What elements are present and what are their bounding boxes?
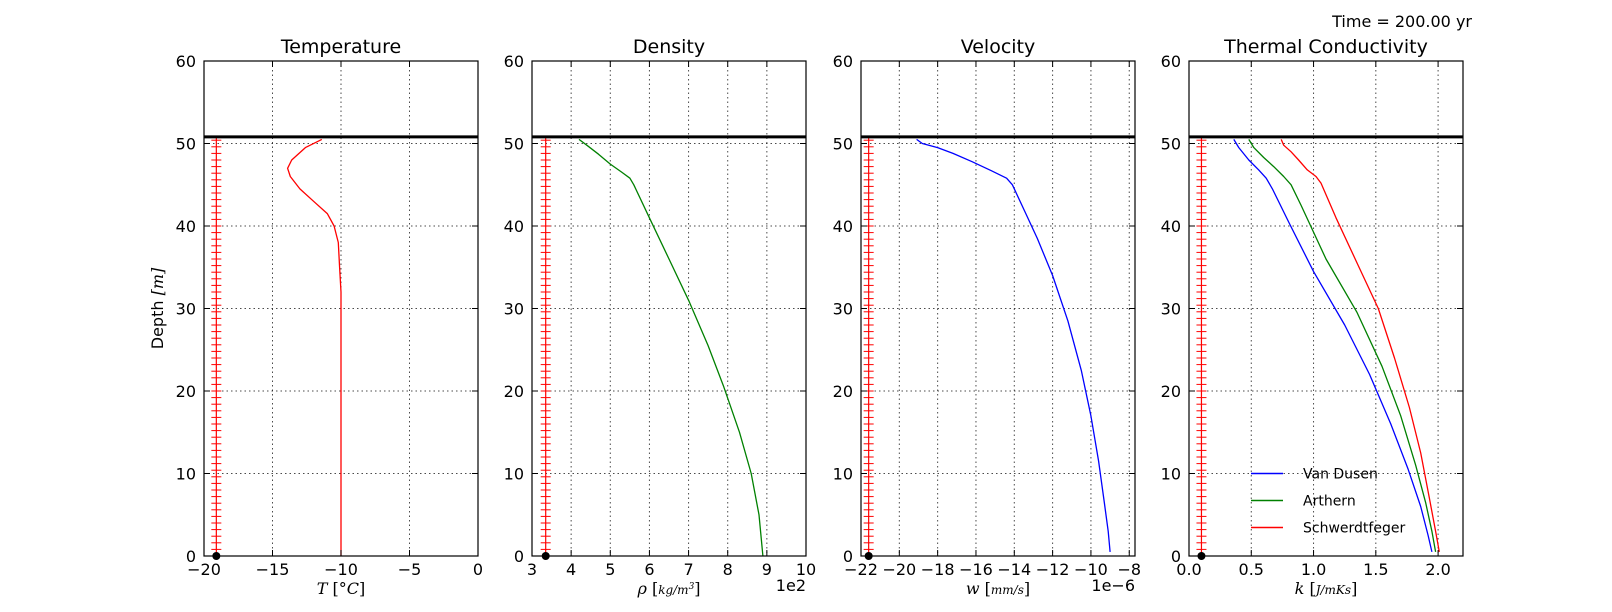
- x-axis-multiplier: 1e−6: [1091, 576, 1135, 595]
- legend-label: Schwerdtfeger: [1303, 521, 1405, 537]
- y-tick-label: 60: [833, 52, 853, 71]
- x-axis-label: w [mm/s]: [966, 579, 1030, 598]
- velocity-panel: −22 −20 −18 −16 −14 −12 −10 −8 0 10 20 30 40 50 60 Velo…: [833, 36, 1141, 598]
- y-tick-label: 20: [833, 382, 853, 401]
- x-tick-label: −5: [398, 560, 422, 579]
- y-tick-label: 10: [504, 465, 524, 484]
- y-tick-label: 50: [176, 135, 196, 154]
- x-tick-label: 5: [605, 560, 615, 579]
- x-tick-label: −10: [324, 560, 358, 579]
- x-tick-label: −14: [997, 560, 1031, 579]
- x-tick-label: 9: [762, 560, 772, 579]
- y-tick-label: 40: [833, 217, 853, 236]
- x-axis-multiplier: 1e2: [776, 576, 806, 595]
- x-tick-label: 2.0: [1425, 560, 1450, 579]
- y-tick-label: 60: [504, 52, 524, 71]
- series-line: [1248, 139, 1437, 553]
- x-tick-label: 1.0: [1301, 560, 1326, 579]
- y-tick-label: 0: [1171, 547, 1181, 566]
- y-tick-label: 0: [186, 547, 196, 566]
- legend-label: Arthern: [1303, 494, 1356, 510]
- y-tick-label: 30: [1161, 300, 1181, 319]
- x-tick-label: 0.5: [1239, 560, 1264, 579]
- x-tick-label: 8: [723, 560, 733, 579]
- y-tick-label: 50: [833, 135, 853, 154]
- x-tick-label: 3: [527, 560, 537, 579]
- series-line: [578, 138, 764, 557]
- y-tick-label: 60: [176, 52, 196, 71]
- y-tick-label: 20: [176, 382, 196, 401]
- y-tick-label: 40: [1161, 217, 1181, 236]
- x-tick-label: −10: [1074, 560, 1108, 579]
- x-tick-label: −8: [1117, 560, 1141, 579]
- x-axis-label: k [J/mKs]: [1295, 579, 1358, 598]
- y-tick-label: 30: [504, 300, 524, 319]
- y-tick-label: 40: [504, 217, 524, 236]
- thermal-conductivity-panel: 0.0 0.5 1.0 1.5 2.0 0 10 20 30 40 50 60 Thermal Cond…: [1161, 36, 1464, 598]
- time-label: Time = 200.00 yr: [1332, 12, 1472, 31]
- x-tick-label: 0: [473, 560, 483, 579]
- y-tick-label: 30: [176, 300, 196, 319]
- series-line: [916, 138, 1111, 552]
- x-tick-label: −20: [882, 560, 916, 579]
- series-line: [1233, 139, 1433, 553]
- y-tick-label: 60: [1161, 52, 1181, 71]
- y-tick-label: 10: [833, 465, 853, 484]
- x-tick-label: −18: [921, 560, 955, 579]
- x-tick-label: −12: [1036, 560, 1070, 579]
- x-tick-label: −20: [187, 560, 221, 579]
- series-line: [1280, 139, 1440, 553]
- x-tick-label: 0.0: [1176, 560, 1201, 579]
- y-tick-label: 20: [504, 382, 524, 401]
- panel-title: Thermal Conductivity: [1223, 36, 1428, 58]
- panel-title: Density: [633, 36, 705, 58]
- y-tick-label: 0: [514, 547, 524, 566]
- x-tick-label: −15: [256, 560, 290, 579]
- y-tick-label: 10: [1161, 465, 1181, 484]
- y-tick-label: 50: [1161, 135, 1181, 154]
- x-axis-label: ρ [kg/m3]: [636, 579, 700, 598]
- temperature-panel: −20 −15 −10 −5 0 0 10 20 30 40 50 60 Temperature T [°…: [148, 36, 483, 598]
- panel-title: Velocity: [961, 36, 1036, 58]
- x-tick-label: −16: [959, 560, 993, 579]
- y-axis-label: Depth [m]: [148, 267, 167, 349]
- x-tick-label: 7: [683, 560, 693, 579]
- y-tick-label: 10: [176, 465, 196, 484]
- x-tick-label: 10: [796, 560, 816, 579]
- x-tick-label: 6: [644, 560, 654, 579]
- y-tick-label: 20: [1161, 382, 1181, 401]
- x-axis-label: T [°C]: [317, 579, 366, 598]
- y-tick-label: 30: [833, 300, 853, 319]
- density-panel: 3 4 5 6 7 8 9 10 0 10 20 30 40 50 60 Density ρ [kg/m3] 1e…: [504, 36, 817, 598]
- legend-label: Van Dusen: [1303, 467, 1378, 483]
- y-tick-label: 50: [504, 135, 524, 154]
- series-line: [286, 138, 342, 556]
- x-tick-label: 4: [566, 560, 576, 579]
- panel-title: Temperature: [280, 36, 401, 58]
- y-tick-label: 40: [176, 217, 196, 236]
- x-tick-label: 1.5: [1363, 560, 1388, 579]
- x-tick-label: −22: [844, 560, 878, 579]
- y-tick-label: 0: [843, 547, 853, 566]
